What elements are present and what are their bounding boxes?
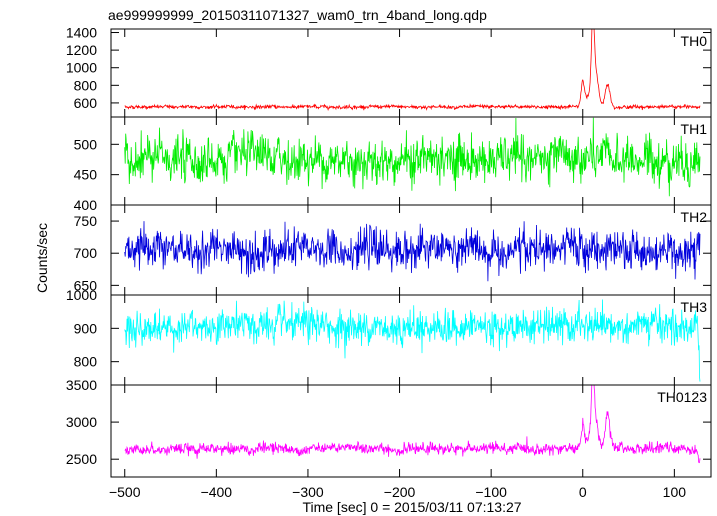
y-tick-label-th1: 500 xyxy=(74,136,98,152)
x-tick-label: −500 xyxy=(109,484,141,500)
panel-label-th0123: TH0123 xyxy=(657,389,707,405)
y-tick-label-th0123: 3500 xyxy=(66,377,97,393)
y-tick-label-th3: 1000 xyxy=(66,287,97,303)
y-tick-label-th0: 800 xyxy=(74,77,98,93)
x-axis-label: Time [sec] 0 = 2015/03/11 07:13:27 xyxy=(302,499,521,515)
y-tick-label-th1: 400 xyxy=(74,197,98,213)
y-tick-label-th2: 750 xyxy=(74,213,98,229)
y-tick-label-th0123: 2500 xyxy=(66,451,97,467)
series-line-th3 xyxy=(124,299,701,382)
y-tick-label-th0: 1000 xyxy=(66,60,97,76)
x-tick-label: 100 xyxy=(663,484,687,500)
panel-frame-th0 xyxy=(110,28,712,118)
x-tick-label: −100 xyxy=(475,484,507,500)
panels-group: 600800100012001400TH0400450500TH16507007… xyxy=(66,25,712,500)
x-tick-label: 0 xyxy=(579,484,587,500)
y-tick-label-th2: 650 xyxy=(74,277,98,293)
panel-label-th1: TH1 xyxy=(681,121,708,137)
panel-label-th0: TH0 xyxy=(681,33,708,49)
y-tick-label-th1: 450 xyxy=(74,167,98,183)
x-tick-label: −400 xyxy=(201,484,233,500)
panel-label-th2: TH2 xyxy=(681,209,708,225)
series-line-th1 xyxy=(124,117,701,197)
x-tick-label: −300 xyxy=(292,484,324,500)
panel-frame-th0123 xyxy=(110,384,712,478)
series-line-th2 xyxy=(124,221,701,282)
y-tick-label-th0: 1400 xyxy=(66,25,97,41)
y-tick-label-th0: 1200 xyxy=(66,42,97,58)
y-tick-label-th3: 900 xyxy=(74,320,98,336)
series-line-th0123 xyxy=(124,385,701,464)
chart-title: ae999999999_20150311071327_wam0_trn_4ban… xyxy=(108,7,487,23)
y-tick-label-th0: 600 xyxy=(74,95,98,111)
panel-label-th3: TH3 xyxy=(681,299,708,315)
panel-frame-th3 xyxy=(110,294,712,386)
y-tick-label-th3: 800 xyxy=(74,354,98,370)
y-tick-label-th2: 700 xyxy=(74,245,98,261)
y-axis-label: Counts/sec xyxy=(34,223,50,293)
y-tick-label-th0123: 3000 xyxy=(66,414,97,430)
x-tick-label: −200 xyxy=(384,484,416,500)
series-line-th0 xyxy=(124,29,701,111)
